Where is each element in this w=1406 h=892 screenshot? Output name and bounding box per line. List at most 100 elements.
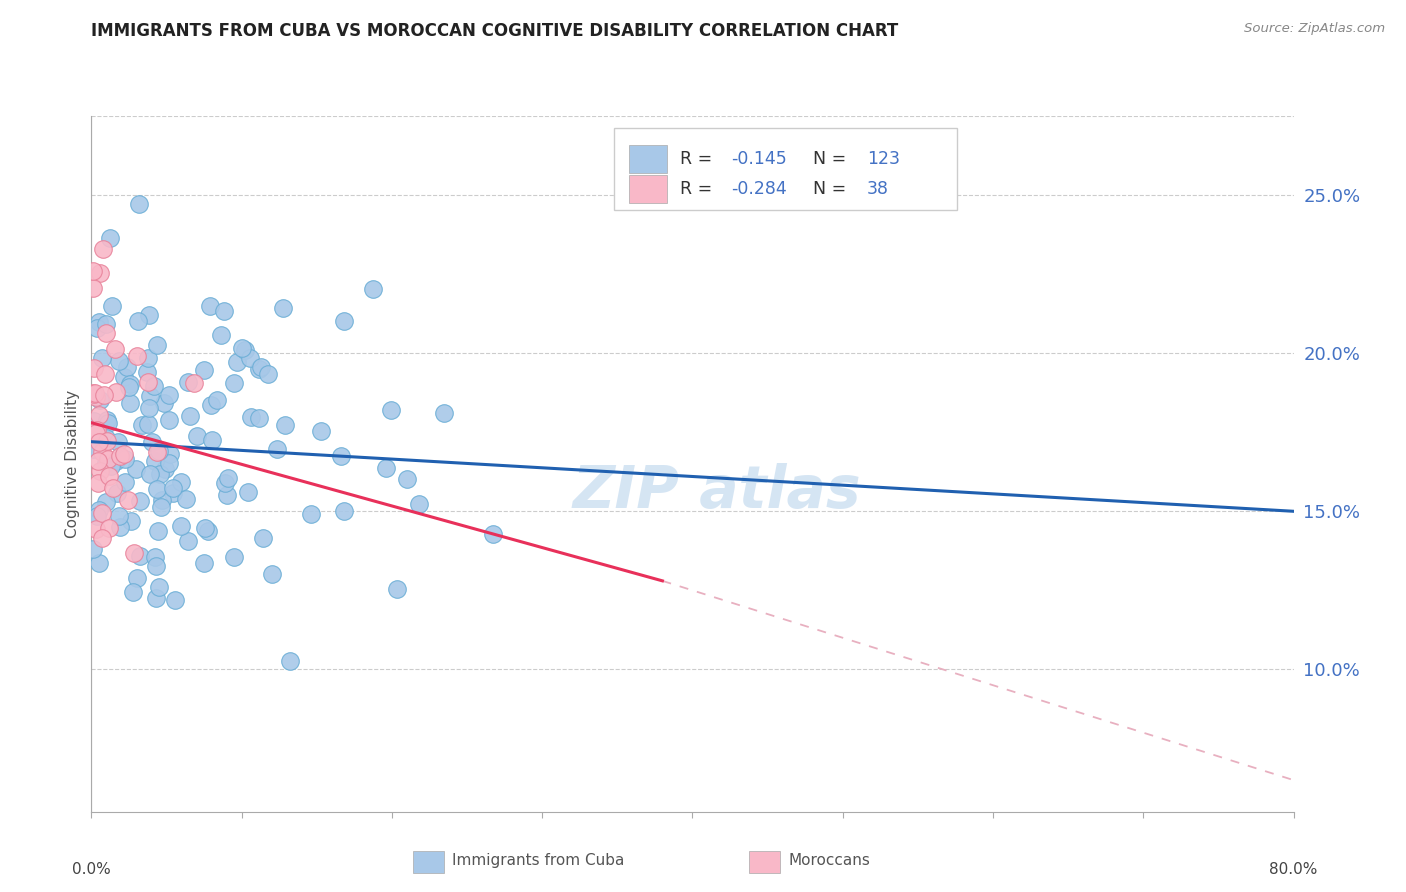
Y-axis label: Cognitive Disability: Cognitive Disability [65,390,80,538]
Point [150,493,173,508]
Point [136,375,159,389]
Point [94,318,117,332]
Point [194,521,217,535]
Point [82,281,104,295]
Point [482,526,505,541]
Point [145,591,167,606]
Point [89,556,111,570]
Point [120,377,142,392]
Point [128,197,150,211]
Point [385,582,408,596]
Point [104,454,127,468]
Point [186,429,208,443]
Point [162,481,184,495]
Point [193,556,215,570]
Point [96,413,118,427]
Point [101,299,124,313]
Text: Moroccans: Moroccans [789,854,870,868]
Point [148,580,170,594]
Point [231,341,253,355]
Point [309,424,332,438]
Point [93,388,115,402]
Point [136,417,159,431]
Point [157,388,180,402]
Point [395,472,418,486]
Point [136,351,159,366]
Point [100,231,122,245]
Point [209,328,232,343]
Point [96,456,118,470]
Text: 0.0%: 0.0% [72,863,111,878]
Point [408,497,430,511]
Point [329,449,352,463]
Point [157,456,180,470]
Text: 123: 123 [866,150,900,168]
Point [89,464,111,478]
Point [222,376,245,390]
Point [271,301,294,316]
Text: -0.145: -0.145 [731,150,787,168]
Point [146,524,169,538]
Point [215,488,238,502]
Point [141,435,163,450]
Point [299,507,322,521]
Point [108,449,131,463]
Point [89,392,111,407]
Point [86,321,108,335]
Point [105,385,128,400]
Point [238,485,260,500]
FancyBboxPatch shape [628,175,668,203]
Point [104,342,127,356]
Point [97,521,120,535]
Point [361,282,384,296]
Point [177,534,200,549]
Point [214,475,236,490]
Point [198,299,221,313]
Point [117,493,139,508]
Point [108,508,131,523]
Point [121,584,143,599]
Point [146,445,169,459]
Point [96,431,118,445]
Point [149,467,172,482]
Point [163,592,186,607]
Point [96,494,118,508]
Point [82,541,104,556]
Point [83,387,105,401]
Point [262,566,284,581]
Text: R =: R = [681,180,718,198]
Point [87,408,110,422]
Point [162,486,184,500]
Point [129,493,152,508]
Point [222,550,245,565]
Point [90,506,112,520]
Point [177,376,200,390]
Text: -0.284: -0.284 [731,180,787,198]
Point [108,520,131,534]
Text: 38: 38 [866,180,889,198]
Point [131,418,153,433]
Point [94,326,117,340]
Point [266,442,288,457]
Point [226,355,249,369]
Point [174,491,197,506]
Point [83,386,105,401]
Point [82,264,104,278]
Point [90,444,112,458]
Point [97,451,120,466]
Point [247,362,270,376]
Text: N =: N = [813,150,852,168]
Point [143,550,166,565]
Point [87,315,110,329]
Point [127,314,149,328]
Point [170,475,193,489]
FancyBboxPatch shape [628,145,668,173]
Point [146,337,169,351]
Point [146,483,169,497]
Point [278,654,301,668]
Point [108,354,131,368]
Point [252,532,274,546]
Point [150,500,173,514]
Point [96,434,118,448]
Point [250,360,273,375]
